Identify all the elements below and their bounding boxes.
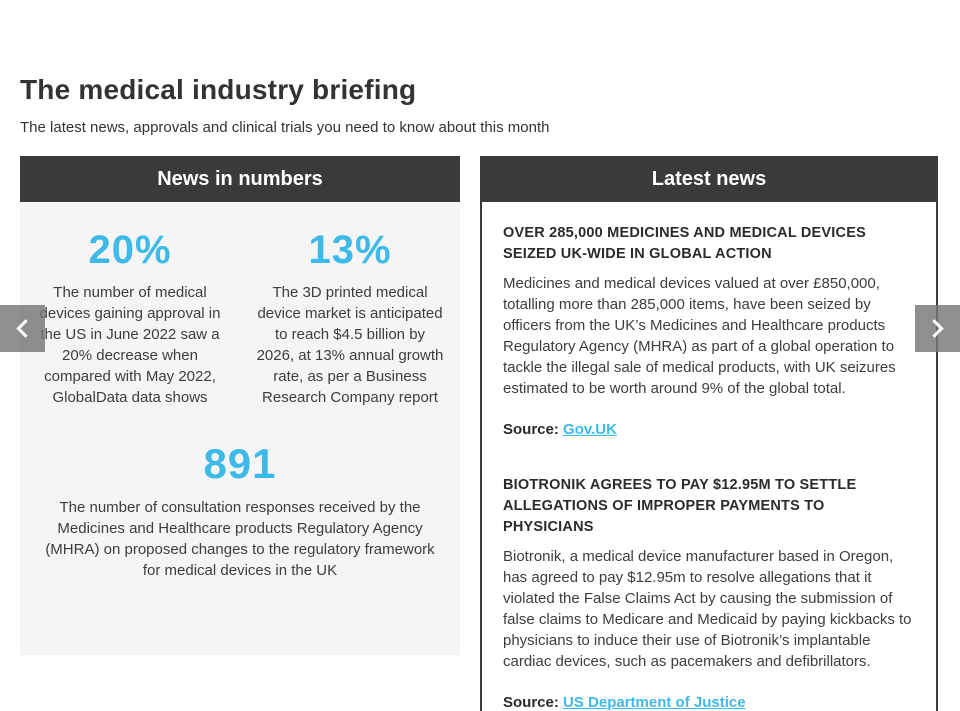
article-body: Medicines and medical devices valued at … xyxy=(503,275,896,397)
source-link-gov-uk[interactable]: Gov.UK xyxy=(563,421,617,438)
stat-approvals: 20% The number of medical devices gainin… xyxy=(20,228,240,408)
news-article-seizures: OVER 285,000 MEDICINES AND MEDICAL DEVIC… xyxy=(503,223,913,438)
stat-value: 13% xyxy=(308,228,392,272)
stats-row: 20% The number of medical devices gainin… xyxy=(20,228,460,408)
chevron-left-icon xyxy=(16,319,35,338)
stat-value: 20% xyxy=(88,228,172,272)
stat-value: 891 xyxy=(203,440,277,487)
stat-description: The 3D printed medical device market is … xyxy=(256,284,444,406)
page-title: The medical industry briefing xyxy=(20,74,417,105)
latest-news-body: OVER 285,000 MEDICINES AND MEDICAL DEVIC… xyxy=(480,202,938,711)
page-subtitle: The latest news, approvals and clinical … xyxy=(20,119,550,136)
briefing-content: News in numbers 20% The number of medica… xyxy=(0,156,960,711)
source-link-us-doj[interactable]: US Department of Justice xyxy=(563,694,746,711)
carousel-next-button[interactable] xyxy=(915,305,960,352)
chevron-right-icon xyxy=(925,319,944,338)
article-headline: OVER 285,000 MEDICINES AND MEDICAL DEVIC… xyxy=(503,225,866,262)
page-header: The medical industry briefing The latest… xyxy=(0,0,960,136)
article-source: Source: US Department of Justice xyxy=(503,694,913,711)
article-source: Source: Gov.UK xyxy=(503,421,913,438)
source-label: Source: xyxy=(503,694,559,711)
news-in-numbers-panel: News in numbers 20% The number of medica… xyxy=(20,156,460,655)
stat-consultation-responses: 891 The number of consultation responses… xyxy=(20,440,460,581)
stat-description: The number of medical devices gaining ap… xyxy=(39,284,221,406)
news-in-numbers-body: 20% The number of medical devices gainin… xyxy=(20,202,460,655)
article-body: Biotronik, a medical device manufacturer… xyxy=(503,548,912,670)
stat-description: The number of consultation responses rec… xyxy=(45,499,435,579)
carousel-prev-button[interactable] xyxy=(0,305,45,352)
article-headline: BIOTRONIK AGREES TO PAY $12.95M TO SETTL… xyxy=(503,477,857,535)
news-article-biotronik: BIOTRONIK AGREES TO PAY $12.95M TO SETTL… xyxy=(503,475,913,711)
source-label: Source: xyxy=(503,421,559,438)
stat-3d-printed-market: 13% The 3D printed medical device market… xyxy=(240,228,460,408)
news-in-numbers-header: News in numbers xyxy=(20,156,460,202)
latest-news-panel: Latest news OVER 285,000 MEDICINES AND M… xyxy=(480,156,938,711)
latest-news-header: Latest news xyxy=(480,156,938,202)
